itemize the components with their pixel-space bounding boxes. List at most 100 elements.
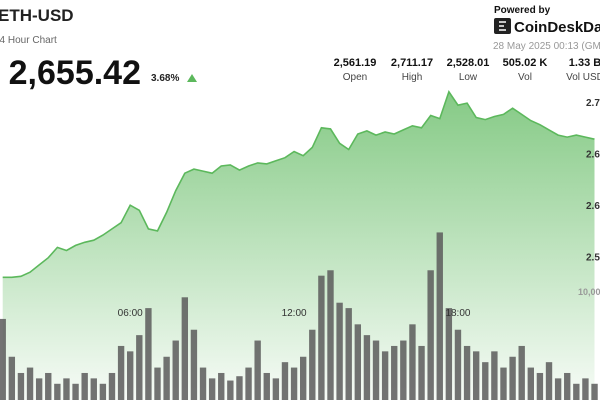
- volume-bar: [272, 378, 280, 400]
- stat-label: High: [402, 72, 423, 83]
- stat-value: 2,528.01: [447, 57, 490, 69]
- volume-bar: [463, 345, 471, 400]
- volume-bar: [309, 329, 316, 400]
- stat-label: Low: [459, 72, 478, 83]
- subtitle: 24 Hour Chart: [0, 35, 57, 46]
- ticker: ETH-USD: [0, 6, 74, 25]
- volume-tick-label: 10,000: [578, 287, 600, 297]
- volume-bar: [45, 372, 52, 400]
- volume-bar: [336, 302, 343, 400]
- volume-bar: [236, 376, 243, 400]
- stat-value: 1.33 B: [569, 57, 600, 69]
- volume-bar: [582, 378, 589, 400]
- brand-logo-mark: [499, 21, 506, 31]
- volume-bar: [427, 270, 434, 400]
- volume-bar: [300, 356, 307, 400]
- volume-bar: [145, 308, 152, 400]
- volume-bar: [99, 383, 107, 400]
- volume-bar: [90, 378, 97, 400]
- volume-bar: [400, 340, 407, 400]
- volume-bar: [363, 335, 371, 400]
- x-tick-label: 18:00: [445, 308, 470, 319]
- volume-bar: [290, 367, 298, 400]
- volume-bar: [472, 351, 480, 400]
- volume-bar: [190, 329, 198, 400]
- volume-bar: [418, 345, 425, 400]
- y-tick-label: 2.7K: [586, 98, 600, 109]
- stat-value: 505.02 K: [503, 57, 548, 69]
- volume-bar: [63, 378, 70, 400]
- volume-bar: [54, 383, 61, 400]
- volume-bar: [181, 297, 189, 400]
- labels: 2.55K 2.6K 2.65K 2.7K 06:00 12:00 18:00 10,000: [118, 98, 600, 319]
- stat-value: 2,711.17: [391, 57, 433, 69]
- volume-bar: [227, 380, 234, 400]
- volume-bar: [509, 356, 516, 400]
- volume-bar: [381, 351, 389, 400]
- x-tick-label: 12:00: [282, 308, 307, 319]
- y-tick-label: 2.6K: [586, 201, 600, 212]
- volume-bar: [573, 383, 580, 400]
- volume-bar: [445, 308, 453, 400]
- volume-bar: [26, 367, 34, 400]
- volume-bar: [409, 324, 416, 400]
- price-line: [2, 90, 595, 279]
- volume-bar: [218, 372, 225, 400]
- up-arrow: [187, 74, 197, 82]
- volume-bar: [17, 372, 25, 400]
- volume-bar: [127, 351, 134, 400]
- stat-label: Vol USD: [566, 72, 600, 83]
- last-price: 2,655.42: [9, 54, 141, 92]
- volume-bar: [564, 372, 571, 400]
- volume-bar: [8, 356, 16, 400]
- price-area: [2, 91, 595, 400]
- powered-by: Powered by: [494, 5, 551, 16]
- volume-bar: [245, 367, 252, 400]
- volume-bar: [491, 351, 498, 400]
- volume-bar: [81, 372, 88, 400]
- volume-bar: [527, 367, 534, 400]
- volume-bar: [163, 356, 170, 400]
- brand: CoinDeskData: [514, 19, 600, 36]
- stat-value: 2,561.19: [334, 57, 377, 69]
- volume-bar: [281, 362, 289, 400]
- y-tick-label: 2.55K: [586, 253, 600, 264]
- change: 3.68%: [151, 73, 179, 84]
- volume-bar: [263, 372, 270, 400]
- x-tick-label: 06:00: [118, 308, 143, 319]
- volume-bar: [436, 232, 443, 400]
- volume-bar: [345, 308, 352, 400]
- volume-bar: [554, 378, 562, 400]
- volume-bar: [0, 318, 6, 400]
- volume-bar: [72, 383, 79, 400]
- stats: 2,561.19 Open 2,711.17 High 2,528.01 Low 505.0…: [334, 57, 600, 83]
- volume-bar: [154, 367, 161, 400]
- volume-bar: [591, 383, 598, 400]
- volume-bar: [318, 275, 325, 400]
- volume-bar: [35, 378, 43, 400]
- volume-bar: [108, 372, 116, 400]
- volume-bar: [500, 367, 507, 400]
- volume-bar: [327, 270, 334, 400]
- timestamp: 28 May 2025 00:13 (GMT): [493, 41, 600, 52]
- volume-bar: [454, 329, 462, 400]
- plot-area: [0, 90, 598, 400]
- volume-bar: [254, 340, 261, 400]
- stat-label: Open: [343, 72, 367, 83]
- volume-bar: [372, 340, 380, 400]
- volume-bar: [545, 362, 553, 400]
- volume-bar: [391, 345, 398, 400]
- stat-label: Vol: [518, 72, 532, 83]
- volume-bar: [172, 340, 179, 400]
- volume-bar: [208, 378, 216, 400]
- volume-bar: [518, 345, 525, 400]
- volume-bar: [136, 335, 143, 400]
- volume-bar: [482, 362, 489, 400]
- volume-bar: [536, 372, 544, 400]
- y-tick-label: 2.65K: [586, 150, 600, 161]
- volume-bar: [199, 367, 207, 400]
- volume-bar: [354, 324, 362, 400]
- volume-bar: [117, 345, 125, 400]
